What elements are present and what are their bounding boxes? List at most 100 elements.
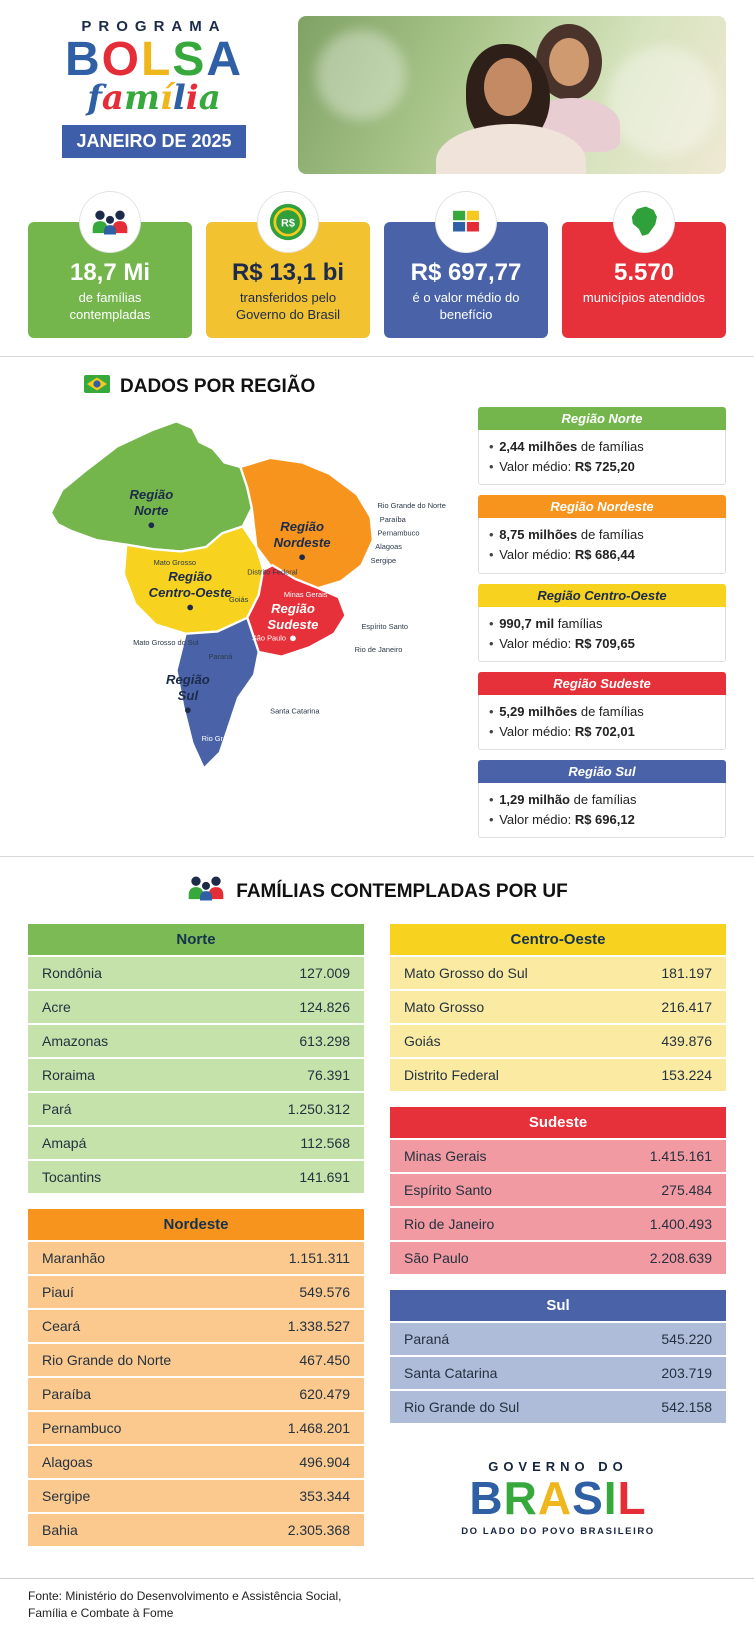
table-row: Sergipe 353.344 [28,1480,364,1515]
state-value: 181.197 [661,965,712,982]
state-value: 1.400.493 [649,1216,712,1233]
bolsa-letter: B [64,33,102,86]
region-families-line: • 1,29 milhão de famílias [489,792,637,808]
uf-table-header: Sul [390,1290,726,1324]
stat-card-familias: 18,7 Mi de famílias contempladas [28,192,192,338]
stats-row: 18,7 Mi de famílias contempladas R$ R$ 1… [28,192,726,338]
uf-table-sudeste: Sudeste Minas Gerais 1.415.161 Espírito … [390,1107,726,1277]
table-row: Bahia 2.305.368 [28,1514,364,1549]
table-row: Ceará 1.338.527 [28,1310,364,1345]
state-name: Maranhão [42,1250,106,1267]
table-row: Mato Grosso 216.417 [390,991,726,1026]
state-label: Rio de Janeiro [355,645,403,654]
map-dot-norte [148,522,155,529]
brasil-flag-blocks-icon [436,192,496,252]
table-row: Espírito Santo 275.484 [390,1174,726,1209]
state-value: 141.691 [299,1169,350,1186]
state-label: Minas Gerais [284,590,328,599]
state-label: Rio Grande do Norte [377,501,445,510]
table-row: Rio Grande do Sul 542.158 [390,1391,726,1426]
uf-table-header: Norte [28,924,364,958]
photo-bokeh [608,46,718,156]
uf-column-right: Centro-Oeste Mato Grosso do Sul 181.197 … [390,924,726,1562]
region-average-line: • Valor médio: R$ 702,01 [489,723,635,739]
region-average-line: • Valor médio: R$ 725,20 [489,459,635,475]
state-label: Mato Grosso [154,558,196,567]
stat-desc: transferidos pelo Governo do Brasil [235,290,341,323]
state-value: 549.576 [299,1284,350,1301]
state-value: 353.344 [299,1488,350,1505]
uf-column-left: Norte Rondônia 127.009 Acre 124.826 [28,924,364,1562]
state-value: 1.338.527 [287,1318,350,1335]
state-name: Alagoas [42,1454,93,1471]
state-name: Roraima [42,1067,95,1084]
region-families-line: • 5,29 milhões de famílias [489,703,644,719]
governo-do-brasil-logo: GOVERNO DO BRASIL DO LADO DO POVO BRASIL… [390,1459,726,1536]
state-label: Alagoas [375,542,402,551]
governo-do-text: GOVERNO DO [488,1459,628,1475]
table-row: Alagoas 496.904 [28,1446,364,1481]
map-label-norte-line2: Norte [134,503,168,518]
map-dot-centro-oeste [187,604,194,611]
brasil-letter: L [617,1472,647,1525]
uf-table-nordeste: Nordeste Maranhão 1.151.311 Piauí 549.57… [28,1209,364,1549]
state-name: Sergipe [42,1488,91,1505]
map-label-norte-line1: Região [129,487,173,502]
region-title-text: DADOS POR REGIÃO [120,375,316,397]
region-average-line: • Valor médio: R$ 696,12 [489,812,635,828]
uf-table-header: Sudeste [390,1107,726,1141]
region-card-nordeste: Região Nordeste • 8,75 milhões de famíli… [478,495,726,574]
familia-letter: a [101,77,124,118]
governo-tagline: DO LADO DO POVO BRASILEIRO [461,1525,655,1537]
familia-letter: í [159,77,173,118]
familia-letter: a [198,77,221,118]
table-row: Paraíba 620.479 [28,1378,364,1413]
stat-value: 18,7 Mi [69,259,151,286]
map-label-sul-line2: Sul [178,688,199,703]
state-value: 2.208.639 [649,1250,712,1267]
familia-letter: l [172,77,186,118]
region-card-title: Região Centro-Oeste [478,583,726,607]
familia-wordmark: família [28,81,280,115]
map-label-sudeste-line1: Região [271,601,315,616]
state-value: 275.484 [661,1182,712,1199]
familia-letter: i [185,77,199,118]
header: PROGRAMA BOLSA família JANEIRO DE 2025 [28,16,726,174]
map-dot-nordeste [299,554,305,561]
table-row: Amazonas 613.298 [28,1025,364,1060]
stat-value: R$ 697,77 [410,259,522,286]
coin-icon: R$ [258,192,318,252]
state-value: 545.220 [661,1331,712,1348]
state-value: 2.305.368 [287,1522,350,1539]
table-row: Roraima 76.391 [28,1059,364,1094]
brasil-wordmark: BRASIL [390,1474,726,1522]
state-label: São Paulo [252,634,286,643]
table-row: Mato Grosso do Sul 181.197 [390,957,726,992]
state-name: Goiás [404,1033,441,1050]
state-label: Rio Grande do Sul [202,734,263,743]
table-row: Tocantins 141.691 [28,1161,364,1196]
table-row: Maranhão 1.151.311 [28,1242,364,1277]
region-card-title: Região Sudeste [478,671,726,695]
brasil-letter: S [572,1472,604,1525]
photo-bokeh [316,30,406,120]
state-value: 613.298 [299,1033,350,1050]
map-region-sul [175,616,260,771]
stat-desc: é o valor médio do benefício [412,290,520,323]
bolsa-letter: L [141,33,173,86]
map-label-centro-oeste-line2: Centro-Oeste [149,585,232,600]
state-value: 124.826 [299,999,350,1016]
uf-section-title: FAMÍLIAS CONTEMPLADAS POR UF [28,875,726,908]
brasil-letter: B [469,1472,504,1525]
state-label: Goiás [229,595,249,604]
bolsa-letter: O [101,33,141,86]
uf-table-header: Nordeste [28,1209,364,1243]
state-label: Distrito Federal [247,567,298,576]
section-divider [0,355,754,357]
state-value: 112.568 [300,1135,350,1152]
state-label: Espírito Santo [361,622,408,631]
state-label: Sergipe [371,556,397,565]
table-row: Rio Grande do Norte 467.450 [28,1344,364,1379]
programa-kicker: PROGRAMA [81,18,227,35]
table-row: Goiás 439.876 [390,1025,726,1060]
